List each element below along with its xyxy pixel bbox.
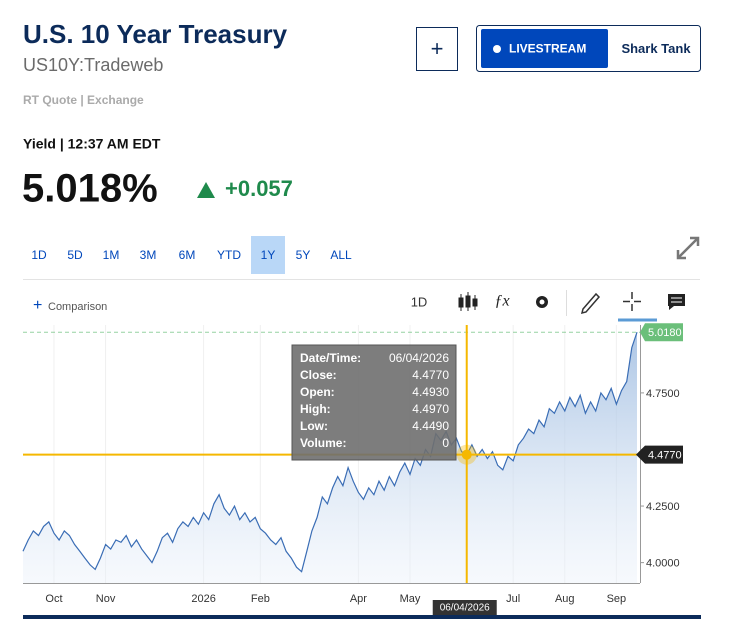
chart: 4.00004.25004.50004.7500OctNov2026FebApr… bbox=[22, 323, 683, 615]
tooltip-value: 06/04/2026 bbox=[389, 351, 449, 365]
add-button[interactable] bbox=[416, 27, 458, 71]
interval[interactable]: 1D bbox=[411, 294, 428, 309]
range-tab[interactable]: YTD bbox=[217, 248, 241, 262]
symbol: US10Y:Tradeweb bbox=[23, 55, 163, 75]
tooltip-label: Volume: bbox=[300, 436, 346, 450]
tooltip-label: Date/Time: bbox=[300, 351, 361, 365]
x-crosshair-label: 06/04/2026 bbox=[440, 603, 490, 614]
x-tick-label: Aug bbox=[555, 593, 575, 605]
expand-icon[interactable] bbox=[676, 236, 700, 260]
x-tick-label: 2026 bbox=[191, 593, 215, 605]
x-crosshair-box bbox=[432, 600, 497, 615]
change: +0.057 bbox=[225, 176, 293, 201]
x-tick-label: Sep bbox=[607, 593, 627, 605]
study-icon[interactable]: ƒx bbox=[494, 293, 509, 310]
yield-label: Yield | 12:37 AM EDT bbox=[23, 136, 161, 152]
range-tab[interactable]: 5D bbox=[67, 248, 83, 262]
x-tick-label: Feb bbox=[251, 593, 270, 605]
range-tab[interactable]: 6M bbox=[179, 248, 196, 262]
range-tab[interactable]: ALL bbox=[330, 248, 352, 262]
crosshair-label: 4.4770 bbox=[648, 450, 682, 462]
tooltip-value: 4.4930 bbox=[412, 385, 449, 399]
tooltip-box bbox=[291, 344, 457, 461]
x-tick-label: Nov bbox=[96, 593, 116, 605]
crosshair-point bbox=[461, 449, 472, 460]
tooltip-label: Low: bbox=[300, 419, 328, 433]
x-tick-label: Apr bbox=[350, 593, 367, 605]
range-tab[interactable]: 3M bbox=[140, 248, 157, 262]
livestream-button[interactable] bbox=[481, 29, 608, 68]
add-button-label[interactable]: + bbox=[431, 36, 444, 61]
x-tick-label: Oct bbox=[45, 593, 62, 605]
range-selected bbox=[251, 236, 285, 274]
tooltip-label: Open: bbox=[300, 385, 335, 399]
y-tick-label: 4.2500 bbox=[646, 501, 680, 513]
bottom-bar bbox=[23, 615, 701, 619]
show-label[interactable]: Shark Tank bbox=[621, 41, 691, 56]
draw-icon[interactable] bbox=[580, 292, 601, 315]
range-tab[interactable]: 1Y bbox=[261, 248, 276, 262]
current-label: 5.0180 bbox=[648, 327, 682, 339]
comparison-label[interactable]: Comparison bbox=[48, 301, 107, 313]
y-tick-label: 4.7500 bbox=[646, 388, 680, 400]
tooltip-value: 4.4770 bbox=[412, 368, 449, 382]
tooltip-label: Close: bbox=[300, 368, 337, 382]
range-tab[interactable]: 5Y bbox=[296, 248, 311, 262]
livestream-label[interactable]: LIVESTREAM bbox=[509, 42, 586, 56]
crosshair-label-box bbox=[636, 445, 683, 464]
quote-type: RT Quote | Exchange bbox=[23, 93, 144, 107]
range-tab[interactable]: 1D bbox=[31, 248, 47, 262]
tooltip-value: 4.4970 bbox=[412, 402, 449, 416]
x-tick-label: May bbox=[400, 593, 421, 605]
tooltip-value: 4.4490 bbox=[412, 419, 449, 433]
price-line bbox=[22, 332, 638, 573]
area-fill bbox=[23, 332, 637, 583]
last-yield: 5.018% bbox=[22, 167, 158, 211]
tooltip-label: High: bbox=[300, 402, 331, 416]
candle-icon[interactable] bbox=[458, 292, 478, 311]
up-arrow bbox=[197, 182, 215, 198]
x-tick-label: Jul bbox=[506, 593, 520, 605]
title: U.S. 10 Year Treasury bbox=[23, 19, 288, 49]
comment-icon[interactable] bbox=[668, 294, 685, 310]
live-dot bbox=[493, 45, 501, 53]
current-label-box bbox=[640, 323, 683, 342]
comparison-plus[interactable]: + bbox=[33, 297, 42, 314]
tooltip-value: 0 bbox=[442, 436, 449, 450]
crosshair-icon[interactable] bbox=[623, 292, 641, 311]
range-tab[interactable]: 1M bbox=[103, 248, 120, 262]
settings-icon[interactable] bbox=[536, 296, 548, 308]
y-tick-label: 4.0000 bbox=[646, 558, 680, 570]
range-tabs: 1D 5D 1M 3M 6M YTD 1Y 5Y ALL bbox=[31, 236, 352, 274]
